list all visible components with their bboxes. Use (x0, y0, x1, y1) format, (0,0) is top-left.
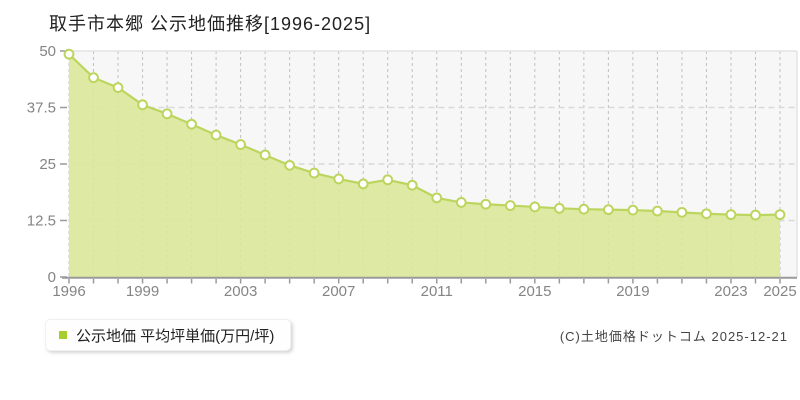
data-point-marker (529, 201, 541, 213)
y-tick-label: 0 (48, 269, 56, 286)
data-point-marker (186, 118, 197, 130)
copyright-text: (C)土地価格ドットコム 2025-12-21 (559, 329, 788, 344)
x-tick-label: 2003 (224, 283, 257, 300)
x-tick-label: 2025 (763, 283, 796, 300)
legend: 公示地価 平均坪単価(万円/坪) (45, 319, 292, 351)
data-point-marker (750, 209, 761, 221)
data-point-marker (627, 204, 639, 216)
data-point-marker (284, 159, 296, 171)
data-point-marker (774, 209, 786, 221)
data-point-marker (553, 202, 565, 214)
y-tick-label: 37.5 (27, 100, 56, 117)
x-tick-label: 1999 (126, 283, 159, 300)
data-point-marker (88, 72, 99, 84)
x-tick-label: 2011 (421, 283, 453, 300)
data-point-marker (235, 139, 247, 150)
x-tick-label: 1996 (52, 283, 85, 300)
data-point-marker (431, 192, 443, 204)
legend-label: 公示地価 平均坪単価(万円/坪) (76, 327, 275, 345)
y-tick-label: 12.5 (27, 213, 56, 230)
legend-marker-icon (59, 331, 67, 339)
series-area-fill (69, 54, 780, 277)
data-point-marker (676, 206, 688, 218)
data-point-marker (137, 99, 148, 111)
data-point-marker (578, 203, 590, 215)
x-tick-label: 2015 (518, 283, 551, 300)
data-point-marker (455, 197, 467, 208)
chart-title: 取手市本郷 公示地価推移[1996-2025] (49, 14, 372, 34)
y-tick-label: 25 (39, 156, 56, 173)
chart-canvas: 0 12.5 25 37.5 50 1996 1999 2003 2007 2011 2015 201… (27, 43, 798, 300)
data-point-marker (480, 198, 492, 210)
data-point-marker (308, 167, 320, 179)
data-point-marker (112, 82, 124, 94)
data-point-marker (652, 205, 663, 217)
data-point-marker (725, 209, 737, 221)
data-point-marker (406, 179, 418, 191)
data-point-marker (333, 173, 345, 185)
data-point-marker (161, 108, 173, 120)
data-point-marker (210, 129, 222, 141)
data-point-marker (259, 149, 271, 161)
price-trend-chart: 0 12.5 25 37.5 50 1996 1999 2003 2007 2011 2015 201… (27, 43, 798, 300)
data-point-marker (504, 200, 516, 211)
data-point-marker (63, 48, 75, 60)
data-point-marker (382, 174, 394, 186)
data-point-marker (357, 178, 369, 190)
x-tick-label: 2007 (322, 283, 355, 300)
data-point-marker (701, 208, 712, 220)
data-point-marker (602, 204, 614, 216)
x-tick-label: 2019 (616, 283, 649, 300)
y-tick-label: 50 (39, 43, 56, 60)
x-tick-label: 2023 (714, 283, 747, 300)
